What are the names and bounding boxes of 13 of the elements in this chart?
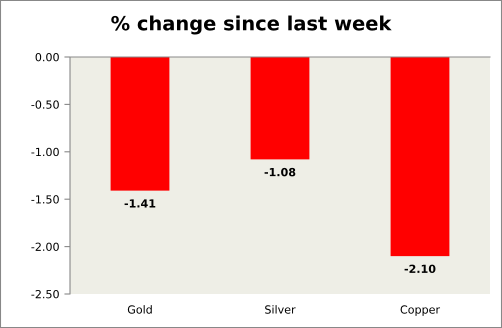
x-tick-label: Silver xyxy=(265,305,296,314)
y-tick-label: -2.50 xyxy=(31,290,59,298)
chart-title: % change since last week xyxy=(111,16,392,34)
x-tick-label: Copper xyxy=(400,305,440,316)
y-tick-label: -2.00 xyxy=(31,242,59,251)
data-label: -1.08 xyxy=(264,168,296,176)
y-tick-label: 0.00 xyxy=(36,52,59,62)
y-tick-label: -0.50 xyxy=(31,100,59,109)
x-tick-label: Gold xyxy=(128,305,152,314)
data-label: -2.10 xyxy=(404,264,436,274)
y-tick-label: -1.00 xyxy=(31,148,59,156)
data-label: -1.41 xyxy=(124,199,156,208)
y-tick-label: -1.50 xyxy=(31,195,59,204)
